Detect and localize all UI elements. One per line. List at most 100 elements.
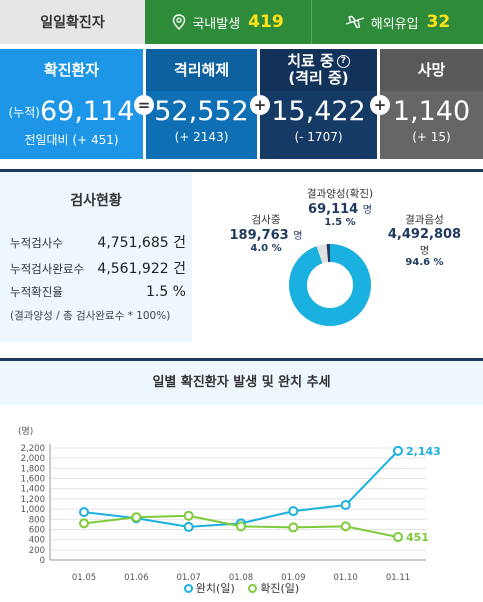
x-tick-label: 01.06 (124, 573, 148, 583)
location-pin-icon (173, 14, 186, 30)
equals-sign: = (134, 95, 154, 115)
data-point-1 (183, 510, 194, 521)
domestic-label: 국내발생 (192, 16, 241, 32)
positive-value: 69,114 (308, 202, 359, 217)
data-point-1 (236, 521, 246, 532)
test-row-label: 누적확진율 (10, 285, 63, 299)
data-point-1 (288, 522, 299, 533)
confirmed-total: (누적)69,114 (0, 97, 143, 128)
x-tick-label: 01.07 (176, 573, 200, 583)
data-point-1 (79, 518, 89, 529)
negative-unit: 명 (419, 246, 430, 257)
y-tick-label: 800 (29, 515, 45, 525)
x-tick-label: 01.05 (72, 573, 96, 583)
rate-formula-note: (결과양성 / 총 검사완료수 * 100%) (10, 310, 171, 322)
confirmed-title: 확진환자 (0, 49, 143, 91)
confirmed-value: 69,114 (39, 96, 135, 127)
end-value-label-0: 2,143 (406, 445, 441, 458)
treating-change: (- 1707) (294, 130, 343, 144)
test-status-section: 검사현황 누적검사수 4,751,685 건 누적검사완료수 4,561,922… (0, 172, 483, 342)
data-point-0 (79, 507, 89, 518)
deaths-title: 사망 (380, 49, 483, 91)
y-axis-unit: (명) (18, 426, 33, 437)
test-row-total: 누적검사수 4,751,685 건 (10, 232, 186, 252)
released-value: 52,552 (154, 96, 249, 127)
testing-pct: 4.0 % (250, 243, 282, 254)
test-row-value: 4,561,922 건 (97, 261, 186, 277)
testing-value: 189,763 (229, 228, 289, 243)
released-legend-marker (183, 583, 193, 593)
deaths-change: (+ 15) (412, 130, 451, 144)
treating-value: 15,422 (271, 96, 366, 127)
released-box: 격리해제 52,552 (+ 2143) (146, 49, 257, 159)
negative-label: 결과음성 (405, 214, 444, 226)
test-status-panel: 검사현황 누적검사수 4,751,685 건 누적검사완료수 4,561,922… (0, 172, 192, 342)
overseas-value: 32 (426, 12, 451, 32)
positive-label: 결과양성(확진) (306, 188, 374, 200)
domestic-value: 419 (248, 12, 284, 32)
negative-value: 4,492,808 (387, 227, 462, 242)
overseas-case-count: 해외유입 32 (312, 0, 483, 44)
test-row-label: 누적검사완료수 (10, 262, 85, 276)
daily-trend-chart: (명) 02004006008001,0001,2001,4001,6001,80… (18, 426, 441, 583)
y-tick-label: 400 (29, 536, 45, 546)
donut-slice-positive (289, 244, 371, 326)
airplane-icon (345, 15, 364, 29)
y-tick-label: 1,400 (21, 485, 45, 495)
cumulative-prefix: (누적) (8, 105, 40, 120)
donut-label-negative: 결과음성 4,492,808 명 94.6 % (372, 212, 477, 268)
case-summary: 확진환자 (누적)69,114 전일대비 (+ 451) = 격리해제 52,5… (0, 49, 483, 159)
donut-label-testing: 검사중 189,763 명 4.0 % (222, 212, 310, 254)
deaths-box: 사망 1,140 (+ 15) (380, 49, 483, 159)
daily-confirmed-strip: 일일확진자 국내발생 419 해외유입 32 (0, 0, 483, 44)
test-row-rate: 누적확진율 1.5 % (10, 284, 186, 300)
overseas-label: 해외유입 (370, 16, 419, 32)
data-point-1 (340, 521, 351, 532)
end-value-label-1: 451 (406, 531, 429, 544)
test-row-label: 누적검사수 (10, 236, 63, 250)
legend-item-confirmed[interactable]: 확진(일) (248, 580, 299, 596)
plus-sign-2: + (370, 95, 390, 115)
y-tick-label: 2,000 (21, 454, 45, 464)
treating-title: 치료 중 (287, 52, 334, 70)
confirmed-legend-marker (248, 583, 258, 593)
legend-item-released[interactable]: 완치(일) (183, 580, 235, 596)
x-tick-label: 01.10 (333, 573, 357, 583)
confirmed-change: 전일대비 (+ 451) (24, 132, 119, 147)
legend-label-released: 완치(일) (195, 582, 235, 595)
domestic-case-count: 국내발생 419 (145, 0, 312, 44)
trend-chart-title: 일별 확진환자 발생 및 완치 추세 (0, 361, 483, 405)
test-result-donut (289, 244, 371, 326)
x-tick-label: 01.08 (229, 573, 253, 583)
section-divider (0, 169, 483, 172)
test-row-value: 1.5 % (145, 284, 186, 300)
help-icon[interactable]: ? (336, 55, 350, 68)
y-tick-label: 1,600 (21, 475, 45, 485)
testing-label: 검사중 (251, 214, 281, 226)
y-tick-label: 1,200 (21, 495, 45, 505)
positive-pct: 1.5 % (324, 217, 356, 228)
x-tick-label: 01.11 (386, 573, 410, 583)
test-row-value: 4,751,685 건 (97, 235, 186, 251)
donut-slice-negative (289, 244, 371, 326)
donut-label-positive: 결과양성(확진) 69,114 명 1.5 % (290, 186, 390, 228)
released-title: 격리해제 (146, 49, 257, 91)
plus-sign-1: + (250, 95, 270, 115)
y-tick-label: 1,800 (21, 464, 45, 474)
y-tick-label: 0 (40, 556, 45, 566)
positive-unit: 명 (362, 205, 372, 216)
deaths-value: 1,140 (392, 96, 471, 127)
daily-confirmed-label: 일일확진자 (0, 0, 145, 44)
data-point-1 (393, 532, 403, 543)
test-result-donut-panel: 결과양성(확진) 69,114 명 1.5 % 검사중 189,763 명 4.… (192, 172, 483, 342)
chart-legend: 완치(일) 확진(일) (0, 580, 483, 596)
data-point-0 (183, 521, 194, 532)
y-tick-label: 1,000 (21, 505, 45, 515)
y-tick-label: 200 (29, 546, 45, 556)
data-point-0 (288, 506, 299, 517)
treating-box: 치료 중? (격리 중) 15,422 (- 1707) (260, 49, 377, 159)
data-point-0 (393, 445, 403, 456)
data-point-0 (340, 500, 351, 511)
y-tick-label: 2,200 (21, 444, 45, 454)
treating-header: 치료 중? (격리 중) (260, 49, 377, 91)
